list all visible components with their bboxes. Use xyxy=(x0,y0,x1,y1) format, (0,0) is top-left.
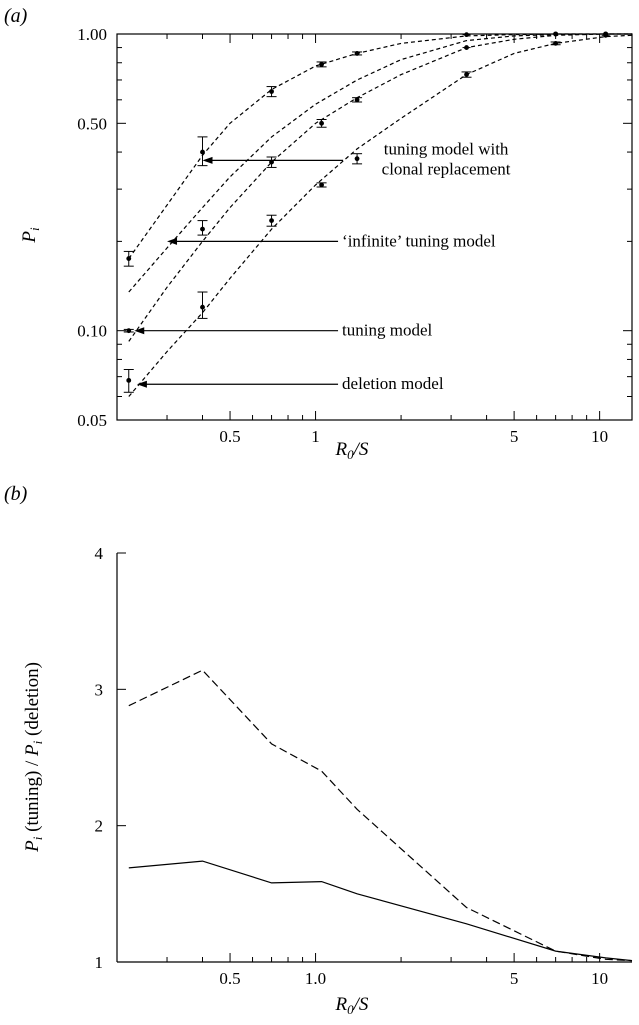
a-data-point xyxy=(319,120,324,126)
a-x-tick-label: 0.5 xyxy=(219,427,240,446)
b-x-tick-label: 5 xyxy=(510,969,519,988)
a-data-point xyxy=(464,32,469,38)
b-x-tick-label: 0.5 xyxy=(219,969,240,988)
panel-b: (b) 0.5 1.0 5 10 1 2 3 4 R0/S Pi (tuning) / Pi … xyxy=(4,483,633,1017)
a-data-point xyxy=(319,182,324,188)
a-y-tick-label: 1.00 xyxy=(77,25,107,44)
b-y-tick-label: 3 xyxy=(95,680,104,699)
a-data-point xyxy=(464,45,469,50)
annotation-label: tuning model with xyxy=(384,139,509,158)
a-data-point xyxy=(200,304,205,310)
annotation-arrowhead xyxy=(134,327,145,335)
annotation-arrowhead xyxy=(167,237,178,245)
panel-a-label: (a) xyxy=(4,5,28,27)
a-data-point xyxy=(603,32,609,38)
b-y-tick-label: 2 xyxy=(95,817,104,836)
b-series-line-dashed xyxy=(128,669,633,962)
a-data-point xyxy=(126,256,132,261)
a-series-curve-2 xyxy=(128,33,632,342)
a-data-point xyxy=(126,328,132,334)
panel-a-frame xyxy=(116,33,633,421)
annotation-label: deletion model xyxy=(342,374,444,393)
panel-b-y-axis-label: Pi (tuning) / Pi (deletion) xyxy=(22,662,45,853)
annotation-label: clonal replacement xyxy=(382,159,511,178)
b-x-tick-label: 1.0 xyxy=(305,969,326,988)
a-y-tick-label: 0.50 xyxy=(77,114,107,133)
a-data-point xyxy=(354,51,360,56)
a-series-curve-1 xyxy=(128,33,632,293)
a-data-point xyxy=(354,156,360,162)
a-data-point xyxy=(354,97,360,103)
a-y-tick-label: 0.05 xyxy=(77,411,107,430)
b-x-tick-label: 10 xyxy=(591,969,608,988)
b-y-tick-label: 1 xyxy=(95,953,104,972)
panel-b-ticks: 0.5 1.0 5 10 1 2 3 4 xyxy=(95,544,609,988)
a-data-point xyxy=(553,40,559,46)
panel-b-label: (b) xyxy=(4,483,28,505)
a-data-point xyxy=(319,61,324,67)
a-data-point xyxy=(553,31,559,37)
annotation-label: ‘infinite’ tuning model xyxy=(342,231,496,250)
annotation-arrowhead xyxy=(202,156,213,164)
a-data-point xyxy=(200,149,205,155)
panel-a-x-axis-label: R0/S xyxy=(335,439,369,462)
panel-a-curves xyxy=(128,33,633,397)
a-data-point xyxy=(464,72,469,77)
a-x-tick-label: 10 xyxy=(591,427,608,446)
panel-b-x-axis-label: R0/S xyxy=(335,994,369,1017)
annotation-label: tuning model xyxy=(342,321,432,340)
a-data-point xyxy=(269,218,274,223)
panel-a-y-axis-label: Pi xyxy=(19,227,42,244)
a-data-point xyxy=(126,377,132,383)
a-data-point xyxy=(269,89,274,94)
a-x-tick-label: 5 xyxy=(510,427,519,446)
a-y-tick-label: 0.10 xyxy=(77,322,107,341)
a-series-curve-3 xyxy=(128,34,633,397)
panel-a-ticks: 0.5 1 5 10 0.05 0.10 0.50 1.00 xyxy=(77,25,632,446)
annotation-arrowhead xyxy=(136,380,147,388)
b-y-tick-label: 4 xyxy=(95,544,104,563)
a-series-curve-0 xyxy=(128,33,632,259)
panel-a: (a) 0.5 1 5 10 0.05 0.10 0.50 1.00 tuning model… xyxy=(4,5,633,462)
b-series-line-solid xyxy=(128,860,633,962)
panel-b-curves xyxy=(128,669,633,962)
panel-a-points xyxy=(123,31,610,393)
a-data-point xyxy=(200,226,205,232)
a-x-tick-label: 1 xyxy=(311,427,320,446)
